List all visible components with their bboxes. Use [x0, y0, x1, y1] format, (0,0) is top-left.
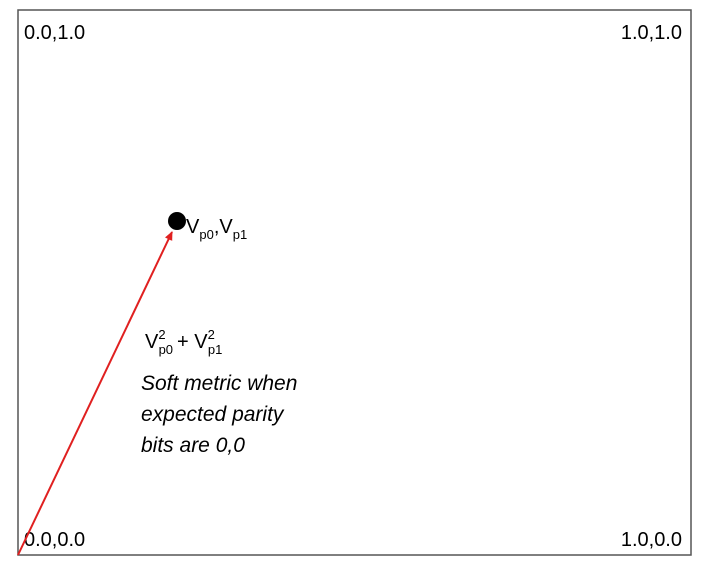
frame [17, 9, 692, 556]
point-label: Vp0,Vp1 [186, 216, 247, 242]
vector-arrow [17, 231, 173, 556]
subscript: p1 [208, 342, 222, 357]
superscript: 2 [158, 327, 165, 342]
text: V [186, 216, 200, 238]
caption-line: expected parity [141, 403, 285, 426]
caption-line: bits are 0,0 [141, 434, 245, 457]
text: ,V [214, 216, 234, 238]
caption-line: Soft metric when [141, 372, 297, 395]
subscript: p0 [199, 227, 213, 242]
point [168, 212, 186, 230]
formula: V2 p0 + V2 p1 [145, 327, 222, 357]
subscript: p0 [159, 342, 173, 357]
text: + V [177, 331, 208, 353]
superscript: 2 [208, 327, 215, 342]
corner-label: 0.0,0.0 [24, 529, 85, 551]
corner-label: 1.0,0.0 [621, 529, 682, 551]
text: V [145, 331, 159, 353]
corner-label: 0.0,1.0 [24, 22, 85, 44]
subscript: p1 [233, 227, 247, 242]
corner-label: 1.0,1.0 [621, 22, 682, 44]
